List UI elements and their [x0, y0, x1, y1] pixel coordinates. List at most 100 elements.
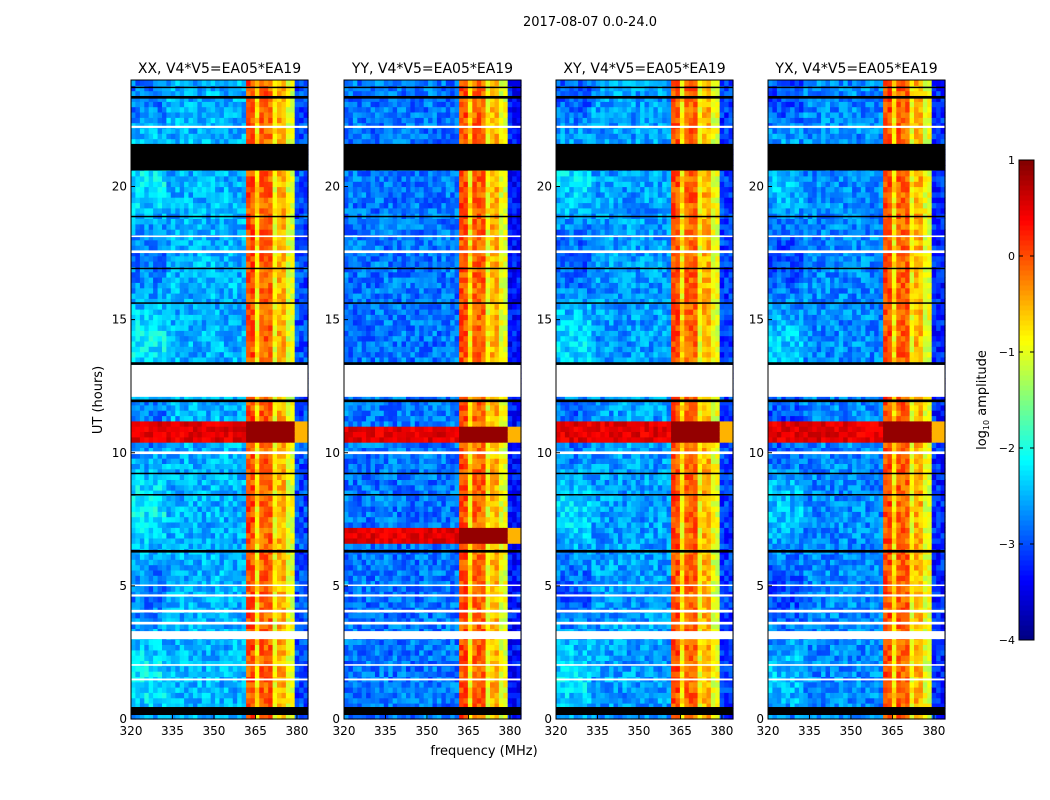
heatmap-cell: [290, 85, 296, 92]
heatmap-cell: [228, 223, 234, 230]
heatmap-cell: [290, 170, 296, 177]
heatmap-cell: [250, 186, 256, 193]
heatmap-cell: [281, 639, 287, 645]
heatmap-cell: [157, 468, 163, 475]
heatmap-cell: [201, 335, 207, 342]
heatmap-cell: [254, 447, 260, 454]
heatmap-cell: [184, 468, 190, 475]
heatmap-cell: [157, 447, 163, 454]
heatmap-cell: [148, 223, 154, 230]
heatmap-cell: [268, 537, 274, 544]
heatmap-cell: [303, 271, 309, 278]
heatmap-cell: [294, 681, 300, 688]
heatmap-cell: [259, 261, 265, 267]
heatmap-cell: [263, 644, 269, 651]
heatmap-cell: [153, 649, 159, 656]
heatmap-cell: [162, 713, 167, 720]
x-tick-label: 365: [244, 724, 267, 738]
heatmap-cell: [157, 229, 163, 235]
heatmap-cell: [254, 96, 260, 102]
heatmap-cell: [197, 218, 203, 225]
heatmap-cell: [241, 511, 247, 518]
heatmap-cell: [237, 639, 243, 645]
heatmap-cell: [272, 479, 278, 486]
heatmap-cell: [170, 681, 176, 688]
heatmap-cell: [162, 287, 167, 294]
heatmap-cell: [344, 319, 349, 326]
heatmap-cell: [294, 623, 300, 629]
heatmap-cell: [153, 697, 159, 704]
heatmap-cell: [188, 340, 194, 347]
heatmap-cell: [131, 319, 136, 326]
heatmap-cell: [277, 112, 282, 118]
heatmap-cell: [344, 261, 349, 267]
heatmap-cell: [241, 303, 247, 310]
heatmap-cell: [303, 223, 309, 230]
heatmap-cell: [157, 612, 163, 619]
heatmap-cell: [215, 133, 221, 140]
heatmap-cell: [179, 325, 185, 331]
heatmap-cell: [223, 138, 229, 145]
heatmap-cell: [188, 479, 194, 486]
heatmap-cell: [210, 564, 216, 571]
heatmap-cell: [197, 245, 203, 251]
heatmap-cell: [139, 500, 145, 507]
heatmap-cell: [184, 522, 190, 528]
heatmap-cell: [197, 207, 203, 214]
heatmap-cell: [303, 404, 309, 411]
heatmap-cell: [246, 490, 252, 496]
heatmap-cell: [162, 703, 167, 709]
heatmap-cell: [223, 458, 229, 464]
heatmap-cell: [259, 346, 265, 353]
heatmap-cell: [263, 436, 269, 443]
heatmap-cell: [285, 80, 291, 86]
heatmap-cell: [223, 463, 229, 470]
heatmap-cell: [157, 692, 163, 699]
heatmap-cell: [285, 687, 291, 693]
heatmap-cell: [175, 474, 181, 480]
heatmap-cell: [144, 202, 150, 209]
heatmap-cell: [170, 692, 176, 699]
heatmap-cell: [281, 85, 287, 92]
heatmap-cell: [144, 511, 150, 518]
heatmap-cell: [294, 697, 300, 704]
heatmap-cell: [175, 404, 181, 411]
heatmap-cell: [188, 458, 194, 464]
heatmap-cell: [303, 420, 309, 427]
heatmap-cell: [281, 442, 287, 448]
heatmap-cell: [157, 122, 163, 129]
heatmap-cell: [263, 495, 269, 502]
heatmap-cell: [144, 452, 150, 459]
heatmap-cell: [166, 537, 172, 544]
heatmap-cell: [144, 703, 150, 709]
heatmap-cell: [290, 399, 296, 406]
heatmap-cell: [246, 106, 252, 113]
heatmap-cell: [215, 282, 221, 289]
heatmap-cell: [179, 665, 185, 672]
heatmap-cell: [290, 298, 296, 305]
heatmap-cell: [272, 596, 278, 603]
heatmap-cell: [228, 340, 234, 347]
heatmap-cell: [246, 644, 252, 651]
heatmap-cell: [263, 713, 269, 720]
heatmap-cell: [175, 415, 181, 422]
heatmap-cell: [153, 330, 159, 337]
heatmap-cell: [206, 404, 212, 411]
heatmap-cell: [135, 431, 141, 438]
heatmap-cell: [148, 649, 154, 656]
heatmap-cell: [254, 681, 260, 688]
heatmap-cell: [179, 234, 185, 241]
y-tick-label: 5: [119, 579, 127, 593]
heatmap-cell: [131, 468, 136, 475]
heatmap-cell: [285, 340, 291, 347]
heatmap-cell: [219, 527, 225, 534]
heatmap-cell: [290, 452, 296, 459]
heatmap-cell: [197, 484, 203, 491]
heatmap-cell: [210, 271, 216, 278]
heatmap-cell: [254, 186, 260, 193]
heatmap-cell: [303, 644, 309, 651]
heatmap-cell: [219, 569, 225, 576]
heatmap-cell: [219, 506, 225, 512]
heatmap-cell: [193, 442, 198, 448]
heatmap-cell: [157, 90, 163, 97]
